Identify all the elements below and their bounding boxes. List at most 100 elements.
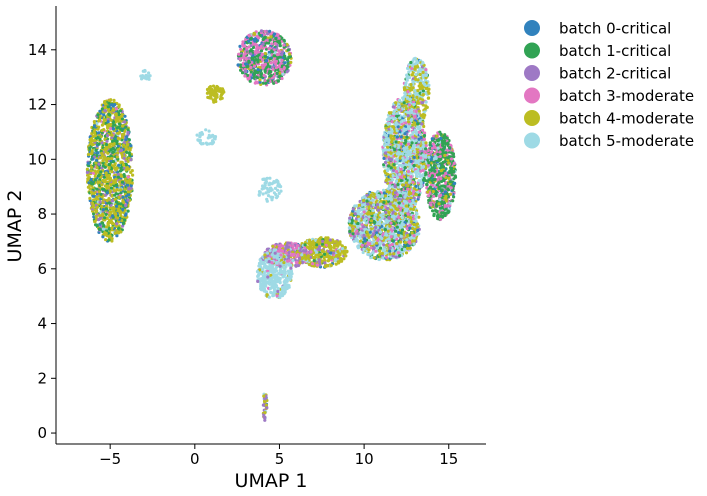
data-point: [424, 100, 428, 104]
data-point: [417, 215, 421, 219]
data-point: [120, 133, 125, 137]
data-point: [261, 81, 265, 85]
data-point: [91, 157, 95, 161]
data-point: [395, 237, 399, 241]
data-point: [126, 175, 130, 179]
data-point: [431, 183, 435, 187]
data-point: [369, 246, 373, 250]
data-point: [272, 60, 276, 64]
data-point: [256, 274, 260, 278]
data-point: [436, 217, 440, 221]
data-point: [241, 40, 245, 44]
data-point: [326, 249, 330, 253]
data-point: [329, 251, 333, 255]
data-point: [286, 48, 290, 52]
data-point: [100, 141, 104, 145]
data-point: [112, 189, 116, 193]
data-point: [439, 217, 443, 221]
data-point: [258, 268, 262, 272]
data-point: [394, 140, 398, 144]
data-point: [407, 103, 412, 107]
data-point: [375, 203, 380, 207]
data-point: [398, 224, 402, 228]
data-point: [265, 293, 269, 297]
data-point: [263, 397, 267, 401]
data-point: [427, 83, 431, 87]
data-point: [107, 213, 112, 217]
data-point: [288, 276, 292, 281]
data-point: [269, 189, 273, 193]
data-point: [275, 294, 279, 298]
data-point: [207, 129, 211, 133]
data-point: [430, 137, 434, 141]
data-point: [258, 33, 262, 38]
data-point: [198, 141, 202, 145]
data-point: [124, 187, 128, 191]
data-point: [269, 74, 273, 78]
data-point: [361, 250, 365, 255]
data-point: [86, 161, 90, 165]
data-point: [409, 196, 413, 200]
data-point: [430, 150, 434, 154]
data-point: [414, 72, 418, 77]
data-point: [446, 187, 450, 191]
data-point: [441, 160, 445, 164]
data-point: [387, 199, 391, 204]
data-point: [278, 295, 282, 300]
data-point: [404, 83, 408, 87]
data-point: [287, 269, 291, 273]
data-point: [267, 257, 271, 261]
data-point: [252, 31, 256, 35]
data-point: [249, 70, 253, 74]
data-point: [264, 394, 268, 398]
data-point: [251, 45, 256, 50]
data-point: [420, 149, 424, 153]
data-point: [262, 33, 266, 37]
data-point: [129, 170, 133, 174]
data-point: [443, 185, 447, 189]
data-point: [259, 49, 264, 53]
data-point: [204, 128, 208, 132]
data-point: [368, 252, 372, 256]
data-point: [329, 244, 333, 248]
data-point: [241, 64, 245, 68]
data-point: [355, 217, 359, 221]
data-point: [384, 255, 389, 259]
data-point: [281, 50, 285, 54]
data-point: [204, 141, 208, 145]
data-point: [120, 117, 124, 121]
data-point: [116, 207, 120, 211]
data-point: [140, 77, 144, 81]
data-point: [211, 140, 216, 144]
data-point: [336, 261, 341, 265]
data-point: [378, 242, 382, 247]
data-point: [263, 400, 267, 404]
data-point: [399, 179, 403, 183]
scatter-points: [85, 29, 458, 422]
data-point: [261, 192, 265, 196]
data-point: [102, 175, 106, 179]
data-point: [381, 222, 386, 226]
data-point: [424, 166, 428, 170]
data-point: [428, 185, 432, 189]
data-point: [272, 191, 276, 195]
data-point: [451, 199, 455, 203]
data-point: [366, 252, 370, 256]
data-point: [404, 251, 409, 255]
data-point: [111, 150, 115, 154]
data-point: [285, 43, 289, 47]
data-point: [118, 169, 123, 173]
data-point: [289, 266, 293, 270]
data-point: [338, 240, 342, 244]
data-point: [277, 75, 281, 79]
data-point: [269, 195, 273, 199]
data-point: [99, 156, 103, 160]
data-point: [417, 172, 421, 176]
data-point: [387, 184, 392, 188]
data-point: [119, 160, 123, 164]
data-point: [109, 126, 113, 131]
data-point: [334, 262, 338, 266]
data-point: [123, 120, 127, 124]
data-point: [432, 194, 436, 198]
